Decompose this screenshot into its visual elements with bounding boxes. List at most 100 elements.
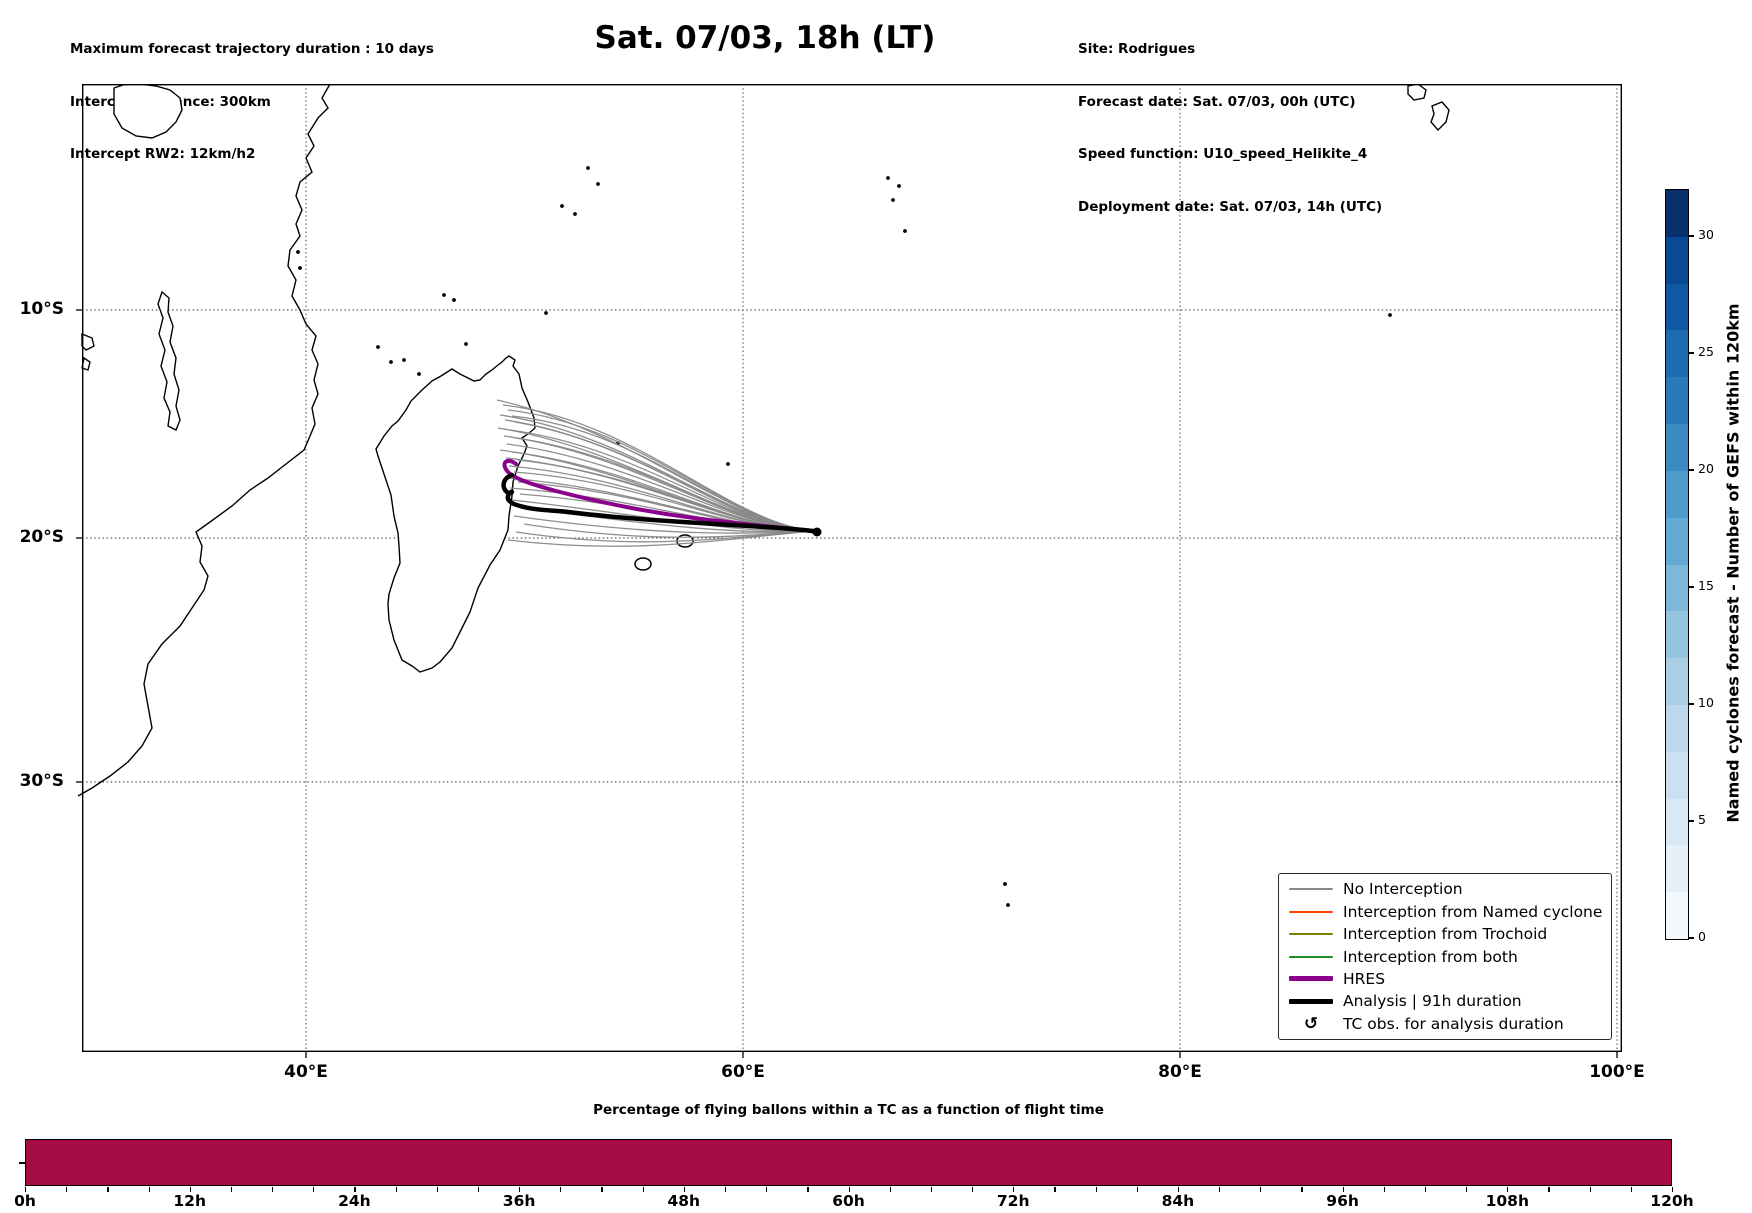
- bottom-axis-y-tick: [19, 1162, 25, 1164]
- analysis-end-marker: [812, 527, 822, 537]
- island-dot: [544, 311, 548, 315]
- colorbar-tick-mark: [1689, 469, 1694, 471]
- time-axis-tick: [107, 1187, 109, 1192]
- forecast-date-line: Forecast date: Sat. 07/03, 00h (UTC): [1078, 93, 1356, 110]
- trajectory-no-interception: [513, 515, 818, 534]
- coastline: [81, 332, 95, 351]
- island-dot: [886, 176, 890, 180]
- time-axis-tick: [1630, 1187, 1632, 1192]
- trajectory-no-interception: [506, 443, 818, 532]
- legend-item: ↺ TC obs. for analysis duration: [1279, 1015, 1611, 1033]
- island-dot: [296, 250, 300, 254]
- legend-line-sample: [1289, 933, 1333, 936]
- time-axis-tick: [560, 1187, 562, 1192]
- legend-line: [1289, 976, 1333, 982]
- island-dot: [560, 204, 564, 208]
- colorbar-tick-label: 0: [1698, 929, 1706, 944]
- time-axis-tick: [519, 1187, 521, 1192]
- island-dot: [596, 182, 600, 186]
- trajectory-no-interception: [507, 530, 818, 547]
- time-axis-tick: [1177, 1187, 1180, 1192]
- time-axis-tick: [1301, 1187, 1303, 1192]
- time-axis-tick: [477, 1187, 480, 1192]
- legend-item-label: Interception from Trochoid: [1343, 925, 1548, 944]
- colorbar-tick-mark: [1689, 703, 1694, 705]
- colorbar-segment: [1666, 704, 1688, 752]
- y-tick-label: 20°S: [19, 527, 64, 547]
- time-tick-label: 48h: [667, 1192, 701, 1210]
- colorbar-tick-mark: [1689, 352, 1694, 354]
- time-tick-label: 24h: [338, 1192, 371, 1210]
- y-tick-label: 30°S: [19, 771, 64, 791]
- figure-title: Sat. 07/03, 18h (LT): [594, 20, 936, 56]
- time-tick-label: 72h: [996, 1192, 1030, 1210]
- coastline: [1407, 83, 1427, 101]
- time-axis-tick: [1095, 1187, 1097, 1192]
- x-tick-label: 80°E: [1158, 1062, 1202, 1082]
- colorbar-segment: [1666, 564, 1688, 612]
- time-axis-tick: [1219, 1187, 1221, 1192]
- time-tick-label: 36h: [502, 1192, 536, 1210]
- island-dot: [897, 184, 901, 188]
- colorbar-segment: [1666, 236, 1688, 284]
- colorbar-tick-label: 5: [1698, 811, 1706, 827]
- time-axis-tick: [889, 1187, 891, 1192]
- time-axis-tick: [1013, 1187, 1015, 1192]
- legend-item-label: Interception from Named cyclone: [1343, 902, 1603, 921]
- colorbar-segment: [1666, 517, 1688, 565]
- map-plot-area: [76, 83, 1628, 1060]
- colorbar-tick-mark: [1689, 586, 1694, 588]
- legend-line-sample: [1289, 955, 1333, 958]
- colorbar-tick-mark: [1689, 937, 1694, 939]
- time-axis-tick: [189, 1187, 191, 1192]
- island-dot: [1003, 882, 1007, 886]
- legend-line: [1289, 888, 1333, 891]
- island-dot: [586, 166, 590, 170]
- island-dot: [464, 342, 468, 346]
- time-axis-tick: [148, 1187, 150, 1192]
- colorbar-segment: [1666, 751, 1688, 799]
- time-axis-tick: [272, 1187, 274, 1192]
- colorbar-segment: [1666, 470, 1688, 518]
- time-axis-tick: [1672, 1187, 1674, 1192]
- time-axis-tick: [724, 1187, 727, 1192]
- time-axis-tick: [1260, 1187, 1262, 1192]
- time-axis-tick: [1507, 1187, 1509, 1192]
- time-tick-label: 120h: [1650, 1192, 1694, 1210]
- legend-line: [1289, 955, 1333, 958]
- colorbar-tick-mark: [1689, 235, 1694, 237]
- time-axis-tick: [354, 1187, 356, 1192]
- trajectory-no-interception: [503, 435, 818, 532]
- legend-line-sample: [1289, 910, 1333, 913]
- island-dot: [891, 198, 895, 202]
- coastline: [157, 290, 181, 431]
- coastline: [77, 83, 331, 797]
- time-axis-tick: [642, 1187, 644, 1192]
- time-axis-tick: [1383, 1187, 1385, 1192]
- colorbar-segment: [1666, 424, 1688, 471]
- colorbar-label: Named cyclones forecast - Number of GEFS…: [1723, 303, 1743, 823]
- colorbar-segment: [1666, 377, 1688, 425]
- time-axis-tick: [766, 1187, 768, 1192]
- bottom-chart-title: Percentage of flying ballons within a TC…: [593, 1102, 1104, 1118]
- colorbar-segment: [1666, 892, 1688, 939]
- legend-item-label: Interception from both: [1343, 947, 1518, 966]
- time-axis-tick: [1589, 1187, 1591, 1192]
- island-dot: [1006, 903, 1010, 907]
- legend-item: HRES: [1279, 970, 1611, 988]
- time-axis-tick: [66, 1187, 68, 1192]
- time-axis-tick: [972, 1187, 974, 1192]
- legend-item-label: Analysis | 91h duration: [1343, 992, 1522, 1011]
- colorbar-tick-label: 25: [1698, 343, 1714, 359]
- colorbar-segment: [1666, 190, 1688, 237]
- island-dot: [903, 229, 907, 233]
- time-tick-label: 0h: [14, 1192, 36, 1210]
- legend-line-sample: [1289, 998, 1333, 1004]
- colorbar: [1665, 189, 1689, 940]
- coastline: [113, 83, 183, 139]
- colorbar-tick-label: 30: [1698, 226, 1714, 242]
- intercept-rw2-line: Intercept RW2: 12km/h2: [70, 146, 256, 162]
- site-info-text: Site: Rodrigues Forecast date: Sat. 07/0…: [1078, 6, 1382, 251]
- time-axis-tick: [1136, 1187, 1138, 1192]
